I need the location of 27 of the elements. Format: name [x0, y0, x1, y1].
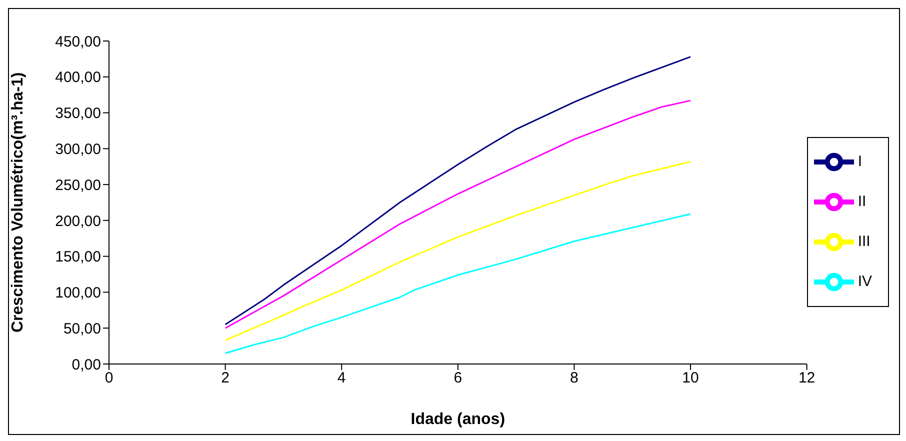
line-series	[224, 160, 692, 342]
line-series	[224, 213, 692, 354]
x-tick-label: 2	[221, 370, 230, 387]
y-tick-label: 450,00	[55, 33, 101, 50]
x-tick-label: 10	[682, 370, 699, 387]
y-tick-label: 350,00	[55, 105, 101, 122]
legend-label: I	[858, 152, 862, 170]
x-axis-title: Idade (anos)	[410, 411, 506, 428]
x-tick-label: 12	[798, 370, 816, 387]
x-tick-label: 4	[337, 370, 346, 387]
y-tick-label: 400,00	[55, 69, 101, 86]
y-tick-label: 150,00	[55, 248, 101, 266]
y-tick-label: 50,00	[63, 320, 101, 338]
line-series	[224, 100, 692, 329]
y-tick-label: 0,00	[72, 356, 101, 374]
y-axis-title: Crescimento Volumétrico(m³.ha-1)	[10, 72, 27, 332]
y-tick-label: 250,00	[55, 176, 101, 194]
x-tick-label: 8	[570, 370, 578, 387]
y-tick-label: 100,00	[55, 284, 101, 302]
x-tick-label: 0	[104, 370, 114, 387]
y-tick-label: 200,00	[55, 212, 101, 230]
x-tick-label: 6	[454, 370, 462, 387]
line-series	[224, 56, 692, 326]
y-tick-label: 300,00	[55, 140, 101, 158]
legend-label: II	[858, 192, 866, 210]
legend-label: III	[858, 232, 870, 250]
legend-label: IV	[858, 272, 872, 290]
